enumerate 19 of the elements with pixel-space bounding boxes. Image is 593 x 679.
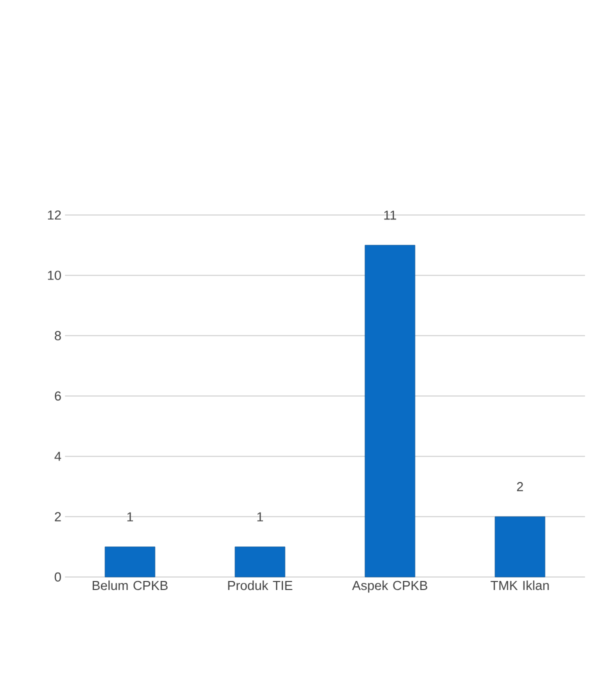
x-tick-label: Aspek CPKB — [352, 580, 428, 593]
x-tick-label: Produk TIE — [228, 580, 292, 590]
data-label: 11 — [384, 210, 396, 220]
x-tick-label: Belum CPKB — [92, 580, 168, 590]
bar — [494, 516, 546, 578]
bar — [234, 546, 286, 578]
x-tick-label: TMK Iklan — [490, 580, 549, 590]
bar — [364, 244, 416, 578]
y-tick-label: 10 — [48, 270, 61, 280]
data-label: 2 — [517, 482, 523, 492]
y-tick-label: 8 — [54, 331, 61, 340]
y-tick-label: 2 — [54, 512, 61, 522]
y-tick-label: 4 — [54, 452, 62, 461]
bar — [104, 546, 156, 578]
y-tick-label: 12 — [48, 210, 61, 220]
y-tick-label: 6 — [54, 391, 61, 401]
data-label: 1 — [127, 512, 133, 522]
data-label: 1 — [257, 512, 263, 522]
y-tick-label: 0 — [54, 572, 61, 582]
